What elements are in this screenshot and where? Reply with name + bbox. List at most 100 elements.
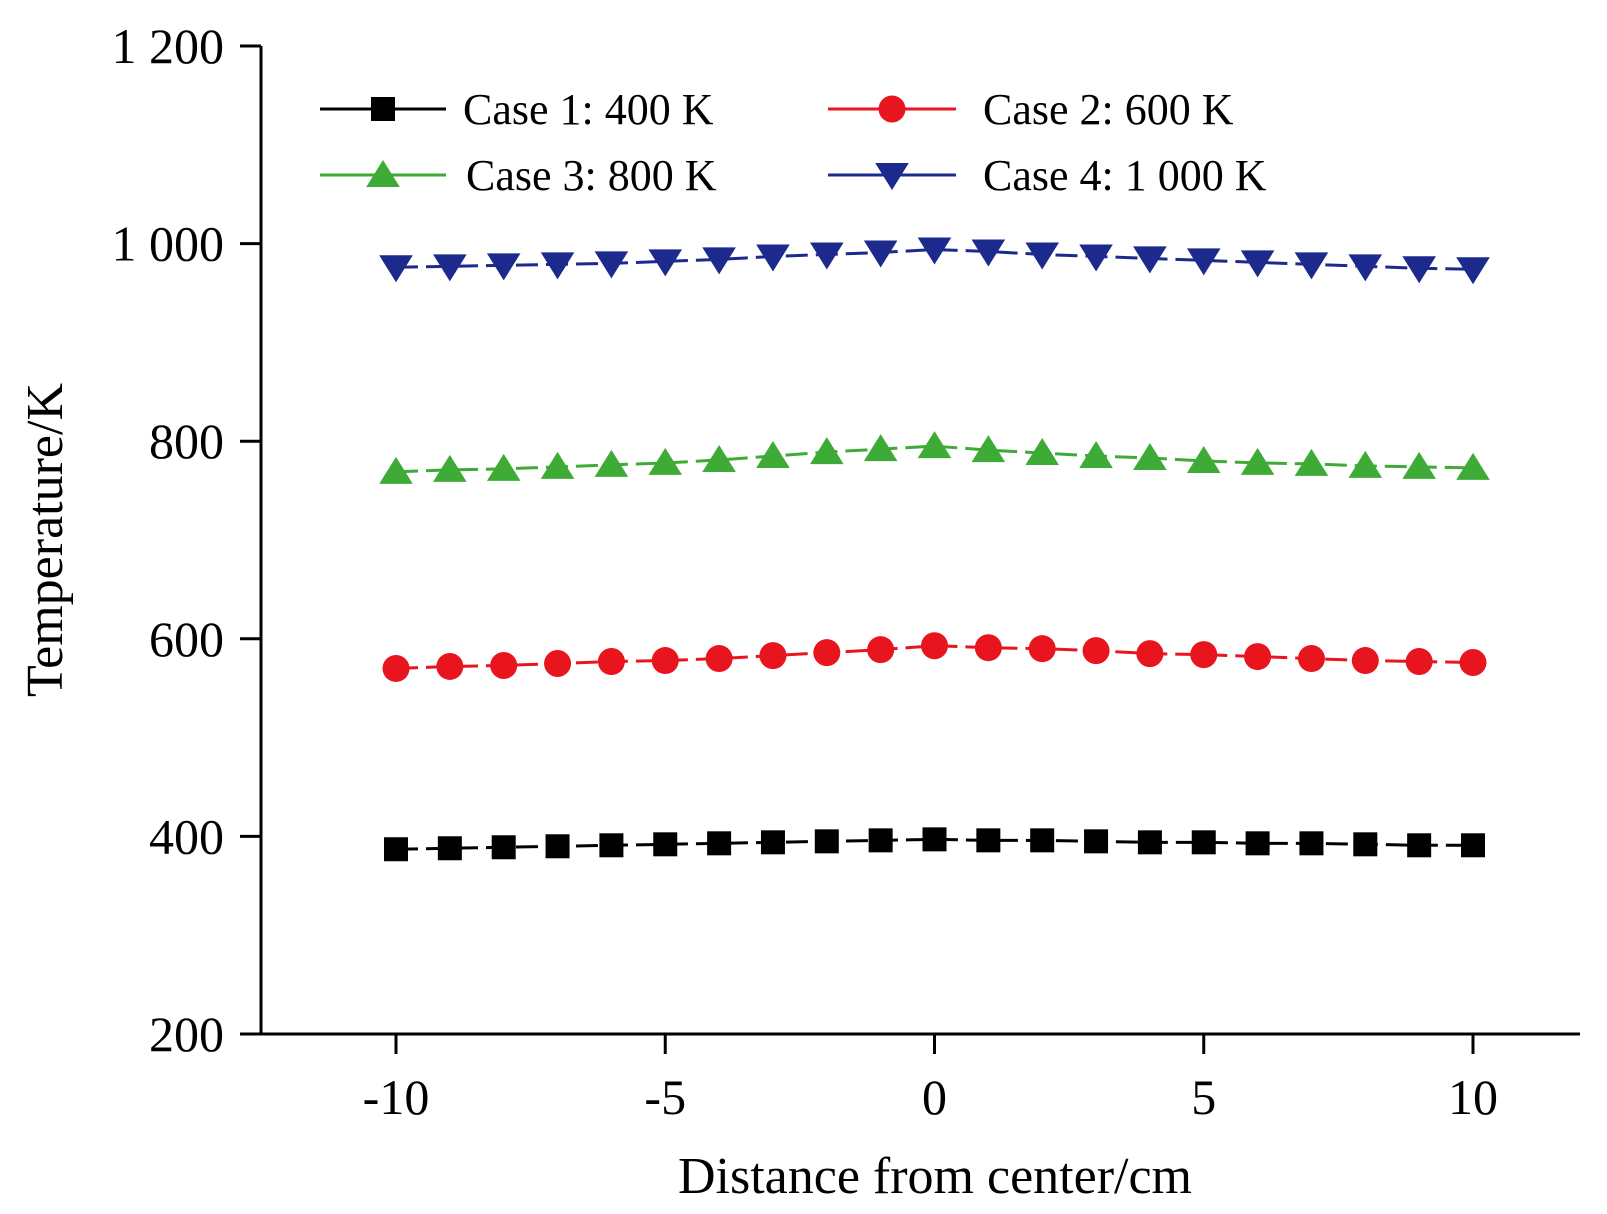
- y-tick-label: 1 000: [112, 216, 225, 272]
- axes: 200 400 600 800 1 000 1 200 -10 -5 0 5 10: [112, 18, 1580, 1125]
- data-point: [814, 829, 839, 854]
- legend-label: Case 2: 600 K: [983, 85, 1234, 134]
- y-tick-label: 800: [149, 413, 224, 469]
- data-point: [1299, 831, 1324, 856]
- legend-marker: [878, 95, 906, 123]
- data-point: [544, 650, 572, 677]
- data-point: [486, 453, 521, 481]
- data-point: [491, 835, 516, 860]
- data-point: [702, 247, 736, 275]
- data-point: [384, 837, 408, 862]
- data-point: [1348, 450, 1383, 478]
- x-tick-label: -5: [644, 1069, 686, 1125]
- data-point: [921, 632, 948, 660]
- data-point: [1025, 242, 1059, 270]
- y-tick-label: 600: [149, 611, 224, 667]
- data-point: [1082, 637, 1110, 665]
- data-point: [433, 454, 467, 482]
- data-point: [1461, 833, 1485, 858]
- legend-item-1: Case 1: 400 K: [320, 85, 714, 134]
- data-point: [702, 444, 736, 472]
- data-point: [1402, 451, 1436, 479]
- y-tick-label: 400: [149, 808, 224, 864]
- data-point: [863, 434, 898, 462]
- data-point: [1186, 248, 1221, 276]
- data-point: [867, 636, 895, 664]
- x-tick-label: 10: [1448, 1069, 1498, 1125]
- data-point: [760, 830, 785, 855]
- data-point: [810, 437, 844, 465]
- data-point: [1030, 828, 1055, 853]
- data-point: [813, 639, 841, 667]
- data-point: [1084, 829, 1109, 854]
- data-point: [1405, 648, 1433, 676]
- y-tick-label: 1 200: [112, 18, 225, 74]
- data-point: [756, 244, 790, 272]
- y-tick-label: 200: [149, 1006, 224, 1062]
- legend-marker: [366, 160, 400, 187]
- data-point: [1245, 831, 1270, 856]
- data-point: [1240, 250, 1275, 278]
- y-axis-title: Temperature/K: [17, 383, 74, 697]
- series-4: [379, 237, 1490, 285]
- data-point: [810, 242, 844, 270]
- data-point: [976, 828, 1001, 853]
- data-point: [1028, 635, 1056, 663]
- legend-label: Case 4: 1 000 K: [983, 151, 1267, 200]
- data-point: [917, 237, 952, 265]
- x-tick-label: 5: [1191, 1069, 1216, 1125]
- data-point: [868, 828, 893, 853]
- data-point: [382, 654, 410, 682]
- data-point: [1294, 252, 1329, 280]
- data-point: [1240, 447, 1275, 475]
- legend-label: Case 1: 400 K: [463, 85, 714, 134]
- x-tick-label: -10: [363, 1069, 430, 1125]
- data-point: [1025, 438, 1059, 466]
- legend-item-3: Case 3: 800 K: [320, 151, 717, 200]
- data-point: [863, 240, 898, 268]
- series-3: [379, 431, 1490, 484]
- data-point: [971, 239, 1006, 267]
- data-point: [759, 642, 787, 670]
- data-point: [379, 255, 413, 283]
- data-point: [648, 249, 683, 277]
- x-tick-label: 0: [922, 1069, 947, 1125]
- data-point: [917, 431, 952, 459]
- data-point: [1133, 246, 1167, 274]
- data-point: [1186, 445, 1221, 473]
- data-point: [1351, 647, 1379, 675]
- data-point: [1407, 833, 1432, 858]
- data-point: [594, 449, 629, 477]
- data-point: [648, 447, 683, 475]
- series-layer: [379, 237, 1490, 862]
- data-point: [1137, 830, 1162, 855]
- data-point: [974, 634, 1002, 662]
- data-point: [1190, 641, 1218, 669]
- data-point: [379, 456, 413, 484]
- data-point: [490, 651, 518, 679]
- data-point: [1353, 832, 1378, 857]
- data-point: [705, 645, 733, 673]
- data-point: [540, 451, 575, 479]
- series-2: [382, 632, 1487, 682]
- data-point: [707, 831, 732, 856]
- data-point: [651, 647, 679, 675]
- data-point: [1244, 643, 1272, 671]
- data-point: [922, 827, 947, 852]
- data-point: [1459, 649, 1487, 677]
- data-point: [599, 833, 624, 858]
- data-point: [1294, 448, 1329, 476]
- data-point: [436, 652, 464, 680]
- data-point: [756, 441, 790, 469]
- data-point: [971, 435, 1006, 463]
- legend-label: Case 3: 800 K: [466, 151, 717, 200]
- data-point: [1136, 640, 1164, 668]
- legend-item-2: Case 2: 600 K: [828, 85, 1234, 134]
- data-point: [594, 251, 629, 279]
- data-point: [433, 254, 467, 282]
- data-point: [540, 252, 575, 280]
- series-1: [384, 827, 1485, 862]
- legend-marker: [875, 163, 909, 190]
